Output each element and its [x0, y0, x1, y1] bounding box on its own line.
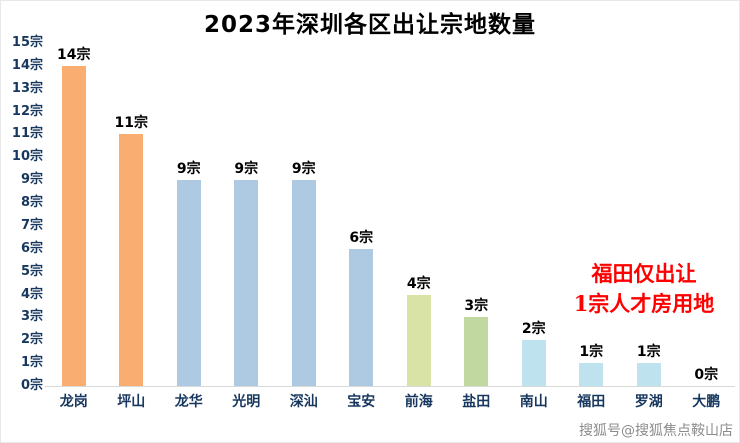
bar-value-label: 9宗 — [176, 161, 201, 178]
y-tick-label: 10宗 — [11, 149, 43, 165]
bar-group: 6宗 — [333, 43, 391, 386]
x-axis: 龙岗 坪山 龙华 光明 深汕 宝安 前海 盐田 南山 福田 罗湖 大鹏 — [45, 387, 735, 415]
bar-group: 4宗 — [390, 43, 448, 386]
x-axis-label: 宝安 — [347, 394, 376, 410]
bar-group: 3宗 — [448, 43, 506, 386]
y-tick-label: 8宗 — [20, 195, 43, 211]
y-tick-label: 13宗 — [11, 80, 43, 96]
bar — [349, 248, 374, 386]
x-axis-label: 南山 — [519, 394, 548, 410]
bar-value-label: 6宗 — [349, 229, 374, 246]
bar-value-label: 9宗 — [234, 161, 259, 178]
y-tick-label: 12宗 — [11, 103, 43, 119]
bar — [406, 294, 431, 386]
x-axis-label: 光明 — [232, 394, 261, 410]
x-axis-label: 龙岗 — [59, 394, 88, 410]
bars-area: 14宗 11宗 9宗 9宗 9宗 6宗 4宗 3宗 2宗 1宗 1宗 0宗 — [45, 43, 735, 387]
y-axis: 15宗 14宗 13宗 12宗 11宗 10宗 9宗 8宗 7宗 6宗 5宗 4宗 3宗 2宗 1宗 0宗 — [5, 35, 45, 393]
x-axis-label: 福田 — [577, 394, 606, 410]
x-axis-label: 深汕 — [289, 394, 318, 410]
bar-value-label: 1宗 — [636, 344, 661, 361]
bar — [119, 134, 144, 386]
watermark: 搜狐号@搜狐焦点鞍山店 — [579, 423, 733, 439]
bar-value-label: 9宗 — [291, 161, 316, 178]
x-axis-label: 坪山 — [117, 394, 146, 410]
x-axis-label: 大鹏 — [692, 394, 721, 410]
bar-value-label: 11宗 — [114, 115, 148, 132]
bar-group: 2宗 — [505, 43, 563, 386]
bar — [579, 363, 604, 386]
bar — [291, 180, 316, 386]
chart-title: 2023年深圳各区出让宗地数量 — [203, 12, 536, 38]
bar-value-label: 1宗 — [579, 344, 604, 361]
y-tick-label: 6宗 — [20, 240, 43, 256]
bar-value-label: 2宗 — [521, 321, 546, 338]
y-tick-label: 2宗 — [20, 332, 43, 348]
annotation-line2: 1宗人才房用地 — [573, 291, 715, 317]
y-tick-label: 7宗 — [20, 217, 43, 233]
bar-group: 1宗 — [620, 43, 678, 386]
x-axis-label: 龙华 — [174, 394, 203, 410]
y-tick-label: 1宗 — [20, 355, 43, 371]
bar-group: 9宗 — [160, 43, 218, 386]
bar-group: 0宗 — [678, 43, 736, 386]
bar-group: 14宗 — [45, 43, 103, 386]
bar-value-label: 14宗 — [57, 46, 91, 63]
y-tick-label: 15宗 — [11, 35, 43, 50]
x-axis-label: 前海 — [404, 394, 433, 410]
bar-group: 1宗 — [563, 43, 621, 386]
y-tick-label: 4宗 — [20, 286, 43, 302]
x-axis-label: 盐田 — [462, 394, 491, 410]
bar — [176, 180, 201, 386]
y-tick-label: 3宗 — [20, 309, 43, 325]
bar-chart: 15宗 14宗 13宗 12宗 11宗 10宗 9宗 8宗 7宗 6宗 5宗 4宗 3宗 2宗 1宗 0宗 1… — [5, 35, 735, 416]
y-tick-label: 0宗 — [20, 378, 43, 393]
bar — [234, 180, 259, 386]
bar-value-label: 3宗 — [464, 298, 489, 315]
bar-value-label: 4宗 — [406, 275, 431, 292]
bar-group: 11宗 — [103, 43, 161, 386]
y-tick-label: 11宗 — [11, 126, 43, 142]
bar — [61, 65, 86, 386]
bar-group: 9宗 — [218, 43, 276, 386]
annotation-note: 福田仅出让 1宗人才房用地 — [553, 259, 735, 320]
bar — [521, 340, 546, 386]
bar-group: 9宗 — [275, 43, 333, 386]
bar — [636, 363, 661, 386]
y-tick-label: 14宗 — [11, 57, 43, 73]
bar-value-label: 0宗 — [694, 367, 719, 383]
x-axis-label: 罗湖 — [634, 394, 663, 410]
y-tick-label: 5宗 — [20, 263, 43, 279]
bar — [464, 317, 489, 386]
annotation-line1: 福田仅出让 — [591, 261, 697, 286]
plot-area: 14宗 11宗 9宗 9宗 9宗 6宗 4宗 3宗 2宗 1宗 1宗 0宗 龙岗 坪山 龙华 光明 深汕 宝安 前… — [45, 43, 735, 416]
y-tick-label: 9宗 — [20, 172, 43, 188]
